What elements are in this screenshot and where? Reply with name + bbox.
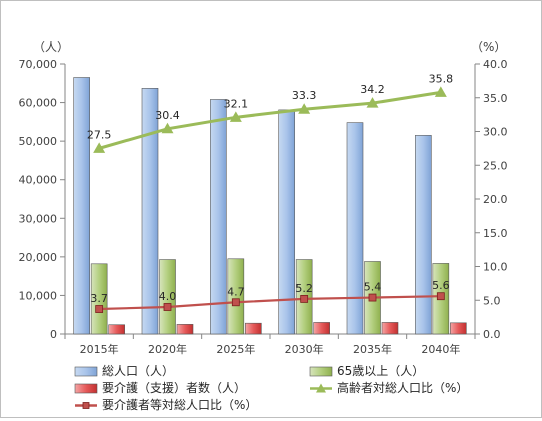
bar-2-3	[313, 322, 330, 335]
y-right-tick-label: 40.0	[483, 58, 508, 71]
bar-2-2	[245, 322, 262, 335]
bar-1-2	[227, 258, 245, 335]
data-label-1-3: 5.2	[295, 282, 313, 295]
y-left-tick-label: 40,000	[19, 174, 58, 187]
line-point-0-5	[434, 86, 447, 97]
bar-2-5	[450, 322, 467, 335]
y-right-tick-label: 25.0	[483, 159, 508, 172]
y-left-tick-label: 70,000	[19, 58, 58, 71]
bar-0-5	[415, 135, 432, 335]
line-point-0-1	[161, 122, 174, 134]
y-right-tick-label: 0.0	[483, 328, 501, 341]
legend-label-4: 要介護者等対総人口比（%）	[102, 397, 257, 412]
data-label-0-0: 27.5	[87, 128, 112, 141]
x-tick-label: 2035年	[353, 342, 392, 356]
legend-marker-4	[82, 402, 90, 409]
data-label-0-3: 33.3	[292, 89, 317, 102]
y-right-tick-label: 15.0	[483, 227, 508, 240]
x-tick-label: 2015年	[80, 342, 119, 356]
bar-0-0	[73, 77, 90, 335]
y-left-tick-label: 30,000	[19, 212, 58, 225]
line-point-1-5	[436, 292, 445, 301]
y-left-tick-label: 10,000	[19, 289, 58, 302]
data-label-0-2: 32.1	[224, 97, 249, 110]
y-right-tick-label: 5.0	[483, 294, 501, 307]
line-point-0-4	[366, 97, 379, 108]
data-label-1-2: 4.7	[227, 285, 245, 298]
bar-2-1	[176, 324, 194, 335]
legend-label-1: 65歳以上（人）	[337, 364, 424, 378]
y-right-unit: （%）	[471, 40, 506, 54]
data-label-1-4: 5.4	[364, 281, 382, 294]
line-point-1-0	[95, 305, 104, 313]
x-tick-label: 2030年	[285, 342, 324, 356]
legend-label-0: 総人口（人）	[102, 364, 174, 378]
y-right-tick-label: 10.0	[483, 261, 508, 274]
x-tick-label: 2025年	[216, 342, 255, 356]
bar-2-4	[381, 322, 399, 335]
line-point-1-4	[368, 293, 377, 302]
legend-label-3: 高齢者対総人口比（%）	[337, 380, 468, 395]
data-label-0-1: 30.4	[155, 109, 180, 122]
y-right-tick-label: 35.0	[483, 92, 508, 105]
legend-swatch-0	[74, 366, 98, 377]
bar-2-0	[108, 324, 125, 335]
x-tick-label: 2020年	[148, 342, 187, 356]
bar-0-1	[141, 88, 159, 335]
data-label-1-0: 3.7	[90, 292, 108, 305]
bar-0-2	[210, 99, 227, 335]
y-right-tick-label: 30.0	[483, 126, 508, 139]
y-left-tick-label: 20,000	[19, 251, 58, 264]
y-left-tick-label: 60,000	[19, 97, 58, 110]
x-tick-label: 2040年	[421, 342, 460, 356]
legend-swatch-1	[309, 366, 333, 377]
line-point-0-2	[229, 111, 242, 122]
legend-swatch-2	[74, 383, 98, 394]
line-point-0-0	[93, 142, 106, 153]
line-point-1-2	[231, 298, 240, 307]
bar-1-0	[90, 263, 108, 335]
bar-0-4	[346, 122, 364, 335]
line-point-1-3	[300, 294, 309, 303]
data-label-0-4: 34.2	[360, 83, 385, 96]
y-left-tick-label: 0	[50, 328, 57, 341]
legend-label-2: 要介護（支援）者数（人）	[102, 380, 246, 395]
line-series-1	[99, 295, 441, 311]
line-point-0-3	[298, 103, 311, 114]
y-left-tick-label: 50,000	[19, 135, 58, 148]
data-label-0-5: 35.8	[429, 72, 454, 85]
line-point-1-1	[163, 303, 172, 311]
y-right-tick-label: 20.0	[483, 193, 508, 206]
line-series-0	[98, 90, 442, 150]
y-left-unit: （人）	[33, 40, 69, 54]
bar-1-1	[159, 259, 176, 335]
data-label-1-1: 4.0	[159, 290, 177, 303]
data-label-1-5: 5.6	[432, 279, 450, 292]
legend-marker-3	[316, 383, 326, 393]
